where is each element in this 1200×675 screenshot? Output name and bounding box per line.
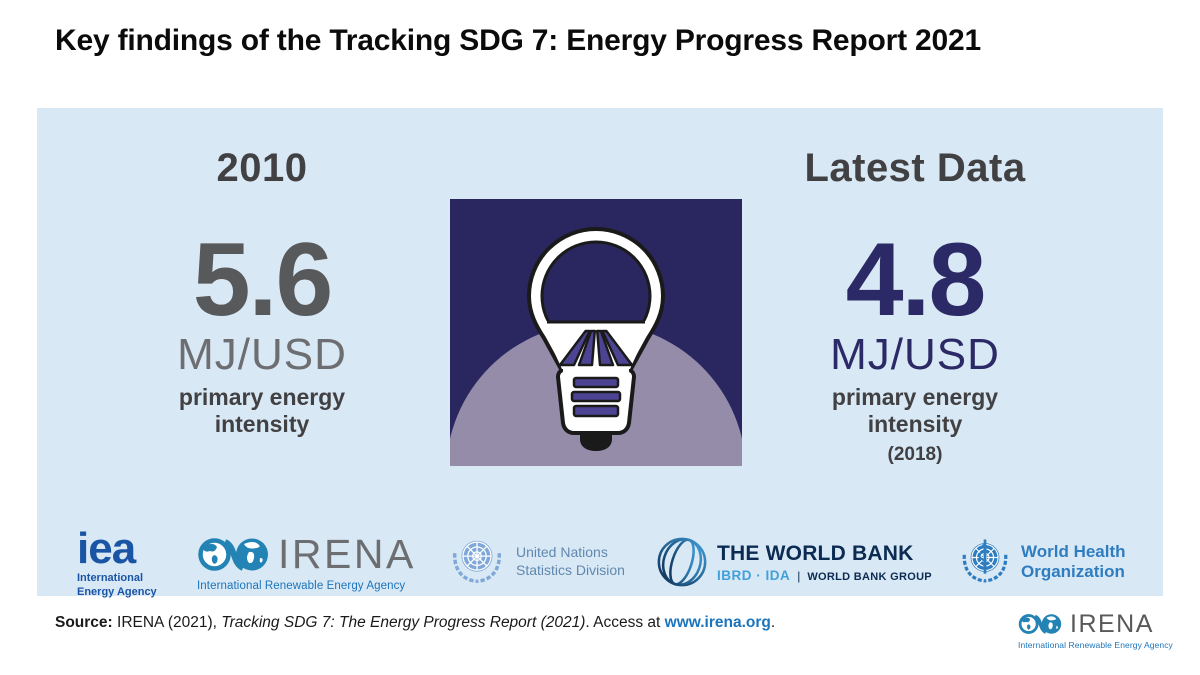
- stat-2010-label-line1: primary energy: [178, 383, 346, 410]
- who-line1: World Health: [1021, 542, 1126, 562]
- iea-tagline-line1: International: [77, 572, 144, 585]
- irena-tagline: International Renewable Energy Agency: [197, 580, 406, 592]
- irena-website-link[interactable]: www.irena.org: [664, 614, 771, 631]
- iea-logo: iea International Energy Agency: [77, 524, 157, 599]
- who-emblem-icon: [962, 539, 1008, 583]
- footer-irena-globes-icon: [1018, 614, 1062, 634]
- stat-latest-label-line2: intensity: [867, 411, 963, 438]
- stat-2010: 2010 5.6 MJ/USD primary energy intensity: [92, 146, 432, 438]
- worldbank-ibrd-ida: IBRD · IDA: [717, 567, 791, 583]
- stat-2010-value: 5.6: [192, 222, 334, 338]
- unsd-line1: United Nations: [516, 543, 608, 560]
- worldbank-logo: THE WORLD BANK IBRD · IDA | WORLD BANK G…: [655, 535, 932, 589]
- worldbank-group: WORLD BANK GROUP: [807, 570, 932, 583]
- worldbank-divider: |: [797, 568, 801, 583]
- who-label: World Health Organization: [1021, 542, 1126, 581]
- lightbulb-graphic: [446, 199, 746, 623]
- stat-latest-note: (2018): [887, 444, 943, 466]
- page-title: Key findings of the Tracking SDG 7: Ener…: [55, 24, 981, 57]
- unsd-label: United Nations Statistics Division: [516, 543, 625, 579]
- who-logo: World Health Organization: [958, 535, 1126, 589]
- footer-irena-wordmark: IRENA: [1070, 609, 1154, 638]
- source-text: IRENA (2021),: [112, 614, 222, 631]
- stat-latest-label-line1: primary energy: [831, 383, 999, 410]
- stat-2010-unit: MJ/USD: [177, 329, 347, 379]
- unsd-logo: United Nations Statistics Division: [448, 532, 625, 590]
- lightbulb-icon: [446, 199, 746, 623]
- stat-latest: Latest Data 4.8 MJ/USD primary energy in…: [745, 146, 1085, 466]
- stat-2010-label-line2: intensity: [214, 411, 310, 438]
- stat-latest-unit: MJ/USD: [830, 329, 1000, 379]
- worldbank-title: THE WORLD BANK: [717, 541, 914, 565]
- iea-wordmark: iea: [77, 524, 136, 573]
- irena-logo: IRENA International Renewable Energy Age…: [197, 531, 416, 593]
- content-panel: 2010 5.6 MJ/USD primary energy intensity: [37, 108, 1163, 623]
- unsd-line2: Statistics Division: [516, 562, 625, 578]
- stat-latest-year: Latest Data: [804, 146, 1026, 190]
- stat-latest-label: primary energy intensity: [745, 384, 1085, 438]
- un-emblem-icon: [453, 540, 501, 584]
- source-period: .: [770, 614, 776, 631]
- stat-2010-year: 2010: [216, 146, 308, 190]
- source-report-title: Tracking SDG 7: The Energy Progress Repo…: [221, 614, 586, 631]
- iea-tagline-line2: Energy Agency: [77, 585, 157, 598]
- irena-wordmark: IRENA: [278, 531, 416, 577]
- worldbank-subtitle: IBRD · IDA | WORLD BANK GROUP: [717, 568, 932, 583]
- stat-2010-label: primary energy intensity: [92, 384, 432, 438]
- source-access-text: . Access at: [585, 614, 665, 631]
- footer-irena-tagline: International Renewable Energy Agency: [1018, 640, 1173, 650]
- worldbank-text: THE WORLD BANK IBRD · IDA | WORLD BANK G…: [717, 542, 932, 583]
- who-line2: Organization: [1021, 562, 1125, 581]
- irena-globes-icon: [198, 538, 268, 571]
- iea-tagline: International Energy Agency: [77, 572, 157, 598]
- stat-latest-value: 4.8: [845, 222, 987, 338]
- footer-irena-logo: IRENA International Renewable Energy Age…: [1018, 610, 1173, 650]
- source-line: Source: IRENA (2021), Tracking SDG 7: Th…: [55, 614, 775, 632]
- worldbank-globe-icon: [657, 537, 707, 587]
- source-label: Source:: [55, 614, 113, 631]
